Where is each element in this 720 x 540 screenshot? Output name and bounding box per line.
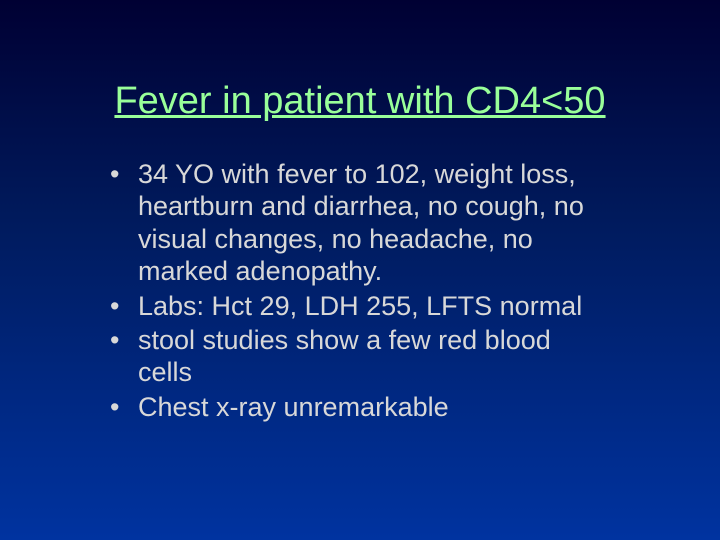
list-item: 34 YO with fever to 102, weight loss, he… <box>110 158 610 288</box>
list-item: stool studies show a few red blood cells <box>110 324 610 389</box>
slide: Fever in patient with CD4<50 34 YO with … <box>0 0 720 540</box>
list-item: Chest x-ray unremarkable <box>110 391 610 423</box>
slide-title: Fever in patient with CD4<50 <box>60 80 660 123</box>
list-item: Labs: Hct 29, LDH 255, LFTS normal <box>110 290 610 322</box>
bullet-list: 34 YO with fever to 102, weight loss, he… <box>60 158 660 423</box>
